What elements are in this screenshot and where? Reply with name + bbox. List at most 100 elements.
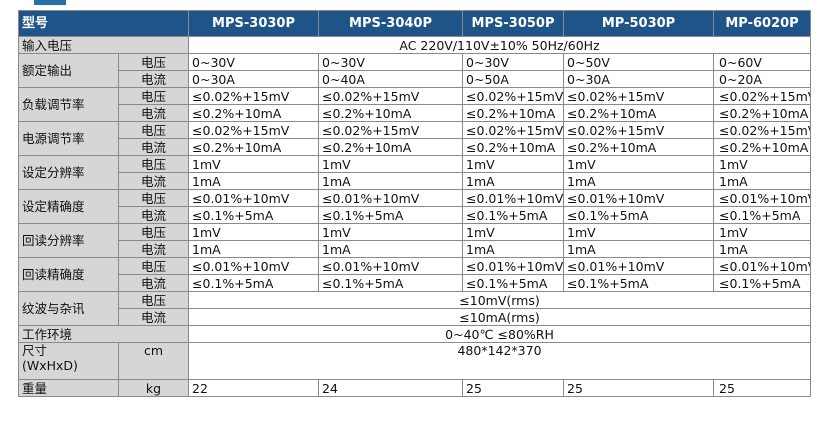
spec-sub: 电流 — [117, 274, 190, 292]
spec-label: 设定分辨率 — [18, 155, 119, 190]
spec-label: 设定精确度 — [18, 189, 119, 224]
spec-row: 回读精确度 电压 ≤0.01%+10mV ≤0.01%+10mV ≤0.01%+10mV… — [18, 257, 812, 292]
spec-value: 1mV — [713, 223, 812, 241]
model-header: MP-5030P — [563, 10, 715, 37]
spec-row: 电流 ≤0.1%+5mA ≤0.1%+5mA ≤0.1%+5mA ≤0.1%+5mA ≤0… — [19, 206, 812, 224]
spec-value: ≤0.02%+15mV — [188, 87, 320, 105]
spec-sub: 电流 — [117, 240, 190, 258]
spec-value: 25 — [713, 379, 812, 397]
spec-value: ≤0.02%+15mV — [462, 87, 565, 105]
spec-label: 回读分辨率 — [18, 223, 119, 258]
spec-row: 电流 ≤0.2%+10mA ≤0.2%+10mA ≤0.2%+10mA ≤0.2%+10… — [19, 138, 812, 156]
spec-value: ≤10mA(rms) — [188, 308, 812, 326]
model-header: MP-6020P — [713, 10, 812, 37]
spec-row: 额定输出 电压 0~30V 0~30V 0~30V 0~50V 0~60V — [18, 53, 812, 88]
spec-sub: 电流 — [117, 104, 190, 122]
spec-value: 0~50V — [563, 53, 715, 71]
spec-row: 工作环境 0~40℃ ≤80%RH — [17, 325, 812, 343]
spec-label: 额定输出 — [18, 53, 119, 88]
spec-value: ≤10mV(rms) — [188, 291, 812, 309]
spec-value: 1mV — [318, 155, 464, 173]
model-header: MPS-3030P — [188, 10, 320, 37]
spec-value: ≤0.2%+10mA — [462, 138, 565, 156]
spec-value: 0~40℃ ≤80%RH — [188, 325, 812, 343]
spec-value: ≤0.2%+10mA — [713, 104, 812, 122]
spec-value: 1mV — [462, 223, 565, 241]
spec-sub: 电压 — [117, 257, 190, 275]
spec-row: 设定精确度 电压 ≤0.01%+10mV ≤0.01%+10mV ≤0.01%+10mV… — [18, 189, 812, 224]
spec-value: ≤0.2%+10mA — [318, 104, 464, 122]
spec-sub: 电流 — [117, 172, 190, 190]
spec-sub: 电压 — [117, 189, 190, 207]
spec-label: 回读精确度 — [18, 257, 119, 292]
spec-label: 尺寸 (WxHxD) — [18, 342, 119, 380]
spec-value: ≤0.2%+10mA — [188, 104, 320, 122]
spec-row: 电流 ≤0.2%+10mA ≤0.2%+10mA ≤0.2%+10mA ≤0.2%+10… — [19, 104, 812, 122]
spec-value: ≤0.1%+5mA — [188, 274, 320, 292]
spec-value: 1mA — [563, 240, 715, 258]
spec-value: 1mA — [318, 172, 464, 190]
spec-row: 尺寸 (WxHxD) cm 480*142*370 — [18, 342, 812, 380]
header-label: 型号 — [17, 10, 190, 37]
spec-value: 0~60V — [713, 53, 812, 71]
spec-value: 0~30V — [318, 53, 464, 71]
spec-value: ≤0.1%+5mA — [462, 274, 565, 292]
spec-value: 0~50A — [462, 70, 565, 88]
spec-value: ≤0.01%+10mV — [188, 257, 320, 275]
spec-sub: 电流 — [117, 206, 190, 224]
spec-value: ≤0.02%+15mV — [563, 87, 715, 105]
spec-sub: 电压 — [117, 87, 190, 105]
spec-sub: 电压 — [117, 155, 190, 173]
top-bar — [34, 0, 66, 5]
spec-value: 1mV — [462, 155, 565, 173]
spec-value: 1mA — [713, 240, 812, 258]
spec-value: 1mA — [563, 172, 715, 190]
spec-value: ≤0.1%+5mA — [713, 274, 812, 292]
spec-value: ≤0.01%+10mV — [462, 257, 565, 275]
spec-value: ≤0.2%+10mA — [713, 138, 812, 156]
spec-value: 0~30A — [563, 70, 715, 88]
spec-row: 负载调节率 电压 ≤0.02%+15mV ≤0.02%+15mV ≤0.02%+15mV… — [18, 87, 812, 122]
spec-value: ≤0.1%+5mA — [563, 274, 715, 292]
spec-value: ≤0.01%+10mV — [713, 189, 812, 207]
spec-value: 0~30V — [188, 53, 320, 71]
spec-value: 1mV — [713, 155, 812, 173]
spec-value: ≤0.02%+15mV — [318, 121, 464, 139]
spec-label: 工作环境 — [17, 325, 190, 343]
spec-sub: 电压 — [117, 121, 190, 139]
spec-value: 0~20A — [713, 70, 812, 88]
spec-value: ≤0.2%+10mA — [318, 138, 464, 156]
spec-value: 0~30A — [188, 70, 320, 88]
spec-value: 0~40A — [318, 70, 464, 88]
spec-value: ≤0.02%+15mV — [713, 87, 812, 105]
spec-row: 电流 ≤0.1%+5mA ≤0.1%+5mA ≤0.1%+5mA ≤0.1%+5mA ≤0… — [19, 274, 812, 292]
spec-row: 电流 ≤10mA(rms) — [19, 308, 812, 326]
model-header: MPS-3050P — [462, 10, 565, 37]
spec-value: 1mA — [188, 172, 320, 190]
spec-sub: 电压 — [117, 53, 190, 71]
spec-value: ≤0.1%+5mA — [563, 206, 715, 224]
spec-row: 重量 kg 22 24 25 25 25 — [18, 379, 812, 397]
spec-value: ≤0.2%+10mA — [462, 104, 565, 122]
spec-value: 0~30V — [462, 53, 565, 71]
spec-value: ≤0.1%+5mA — [462, 206, 565, 224]
spec-sub: 电流 — [117, 70, 190, 88]
spec-value: ≤0.01%+10mV — [188, 189, 320, 207]
spec-value: ≤0.1%+5mA — [188, 206, 320, 224]
spec-sub: 电流 — [117, 308, 190, 326]
spec-value: 22 — [188, 379, 320, 397]
spec-value: ≤0.2%+10mA — [188, 138, 320, 156]
spec-row: 电流 1mA 1mA 1mA 1mA 1mA — [19, 240, 812, 258]
spec-row: 电流 0~30A 0~40A 0~50A 0~30A 0~20A — [19, 70, 812, 88]
spec-row: 设定分辨率 电压 1mV 1mV 1mV 1mV 1mV — [18, 155, 812, 190]
spec-value: 1mV — [563, 223, 715, 241]
spec-value: ≤0.02%+15mV — [462, 121, 565, 139]
spec-value: 1mV — [188, 223, 320, 241]
spec-value: 1mA — [713, 172, 812, 190]
spec-label: 纹波与杂讯 — [18, 291, 119, 326]
spec-value: 1mV — [318, 223, 464, 241]
spec-sub: 电流 — [117, 138, 190, 156]
spec-value: 1mA — [318, 240, 464, 258]
spec-row: 纹波与杂讯 电压 ≤10mV(rms) — [18, 291, 812, 326]
spec-value: ≤0.02%+15mV — [713, 121, 812, 139]
